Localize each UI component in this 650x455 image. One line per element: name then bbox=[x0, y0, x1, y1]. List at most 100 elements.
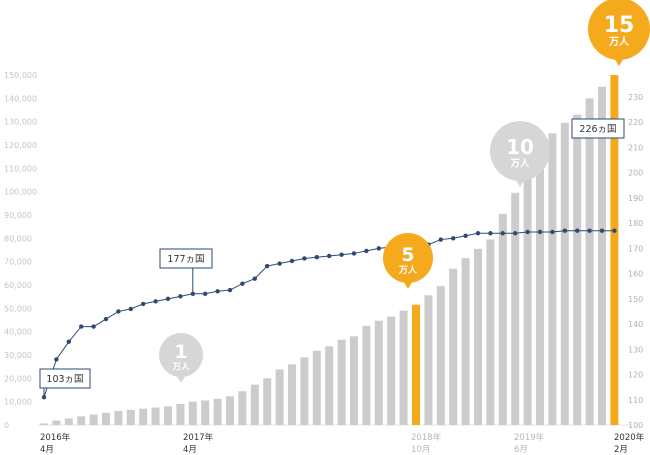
country-point bbox=[116, 309, 121, 314]
callout-label: 177ヵ国 bbox=[167, 254, 204, 265]
country-point bbox=[203, 291, 208, 296]
country-point bbox=[376, 246, 381, 251]
country-point bbox=[141, 301, 146, 307]
bubble-pointer bbox=[614, 58, 624, 66]
bar bbox=[350, 336, 358, 425]
bar bbox=[548, 133, 557, 426]
callout-box bbox=[39, 368, 91, 389]
country-point bbox=[227, 287, 233, 293]
country-point bbox=[302, 256, 307, 261]
country-point bbox=[537, 229, 543, 235]
bar bbox=[64, 418, 73, 425]
milestone-bubble: 5万人 bbox=[383, 233, 433, 289]
bar bbox=[126, 409, 135, 425]
left-axis-tick: 140,000 bbox=[4, 94, 37, 103]
x-axis: 2016年 4月 2017年 4月 2018年 10月 2019年 6月 2020年 2月 bbox=[40, 432, 645, 455]
x-tick-month: 4月 bbox=[40, 445, 54, 455]
country-point bbox=[215, 289, 220, 294]
country-point bbox=[550, 229, 555, 235]
left-axis-tick: 0 bbox=[4, 421, 9, 430]
bubble-number: 15 bbox=[604, 13, 635, 38]
bar bbox=[201, 400, 210, 425]
country-point bbox=[79, 324, 84, 329]
bubble-circle bbox=[383, 233, 433, 283]
country-point bbox=[128, 306, 133, 312]
bar bbox=[263, 378, 272, 425]
bar bbox=[176, 404, 185, 425]
x-tick-month: 2月 bbox=[614, 445, 628, 455]
bar bbox=[40, 423, 48, 425]
bar bbox=[536, 160, 544, 425]
bar bbox=[560, 122, 569, 425]
bubble-pointer bbox=[176, 375, 186, 383]
country-callouts: 103ヵ国 177ヵ国 226ヵ国 bbox=[39, 118, 625, 398]
country-point bbox=[475, 231, 481, 236]
bar bbox=[300, 357, 309, 425]
left-axis-tick: 120,000 bbox=[4, 141, 37, 150]
country-point bbox=[488, 231, 493, 236]
left-axis-tick: 130,000 bbox=[4, 118, 37, 127]
bar bbox=[213, 398, 222, 425]
bar bbox=[374, 320, 383, 425]
bar bbox=[139, 408, 148, 425]
bar bbox=[585, 98, 594, 425]
country-point bbox=[463, 233, 468, 238]
bar bbox=[312, 350, 321, 425]
callout-box bbox=[571, 118, 625, 139]
x-tick-year: 2020年 bbox=[614, 432, 645, 443]
bar bbox=[188, 401, 197, 425]
bar bbox=[573, 114, 582, 426]
country-point bbox=[587, 228, 592, 233]
bubble-unit: 万人 bbox=[171, 362, 190, 373]
country-point bbox=[451, 236, 456, 241]
x-tick-year: 2019年 bbox=[514, 432, 545, 443]
bar bbox=[102, 412, 110, 425]
country-point bbox=[165, 296, 171, 302]
right-axis-tick: 100 bbox=[628, 421, 643, 430]
highlight-bar bbox=[610, 75, 619, 425]
country-point bbox=[562, 228, 567, 233]
bubble-unit: 万人 bbox=[608, 35, 630, 48]
bar-series bbox=[40, 75, 619, 426]
bar bbox=[288, 364, 296, 425]
left-axis-tick: 110,000 bbox=[4, 164, 37, 173]
country-point bbox=[525, 229, 530, 235]
left-axis-tick: 30,000 bbox=[4, 351, 32, 360]
bar bbox=[337, 339, 346, 425]
x-tick-month: 6月 bbox=[514, 445, 528, 455]
bar bbox=[449, 268, 458, 425]
bubble-circle bbox=[588, 0, 650, 60]
left-axis-tick: 10,000 bbox=[4, 398, 32, 407]
right-axis-tick: 110 bbox=[628, 396, 643, 405]
bar bbox=[461, 258, 470, 425]
left-axis-tick: 20,000 bbox=[4, 374, 32, 383]
left-axis-tick: 60,000 bbox=[4, 281, 32, 290]
left-axis-tick: 80,000 bbox=[4, 234, 32, 243]
bar bbox=[77, 416, 86, 425]
country-point bbox=[289, 258, 295, 264]
country-point bbox=[599, 228, 605, 233]
callout-label: 103ヵ国 bbox=[46, 374, 83, 385]
bar bbox=[226, 396, 234, 425]
left-axis-tick: 70,000 bbox=[4, 258, 32, 267]
bubble-unit: 万人 bbox=[398, 264, 418, 276]
country-point bbox=[364, 248, 369, 254]
country-point bbox=[314, 255, 319, 260]
bar bbox=[511, 192, 520, 425]
country-point bbox=[339, 252, 344, 257]
bubble-circle bbox=[159, 333, 203, 377]
right-axis-tick: 200 bbox=[628, 169, 643, 178]
right-axis-tick: 160 bbox=[628, 270, 643, 279]
country-point bbox=[103, 316, 109, 322]
left-axis-tick: 150,000 bbox=[4, 71, 37, 80]
bubble-pointer bbox=[515, 179, 525, 187]
x-tick-year: 2016年 bbox=[40, 432, 71, 443]
callout-label: 226ヵ国 bbox=[579, 124, 616, 135]
country-point bbox=[351, 251, 357, 256]
bubble-pointer bbox=[403, 281, 413, 289]
bubble-number: 1 bbox=[174, 341, 187, 363]
bubble-circle bbox=[490, 121, 550, 181]
country-point bbox=[612, 228, 617, 233]
